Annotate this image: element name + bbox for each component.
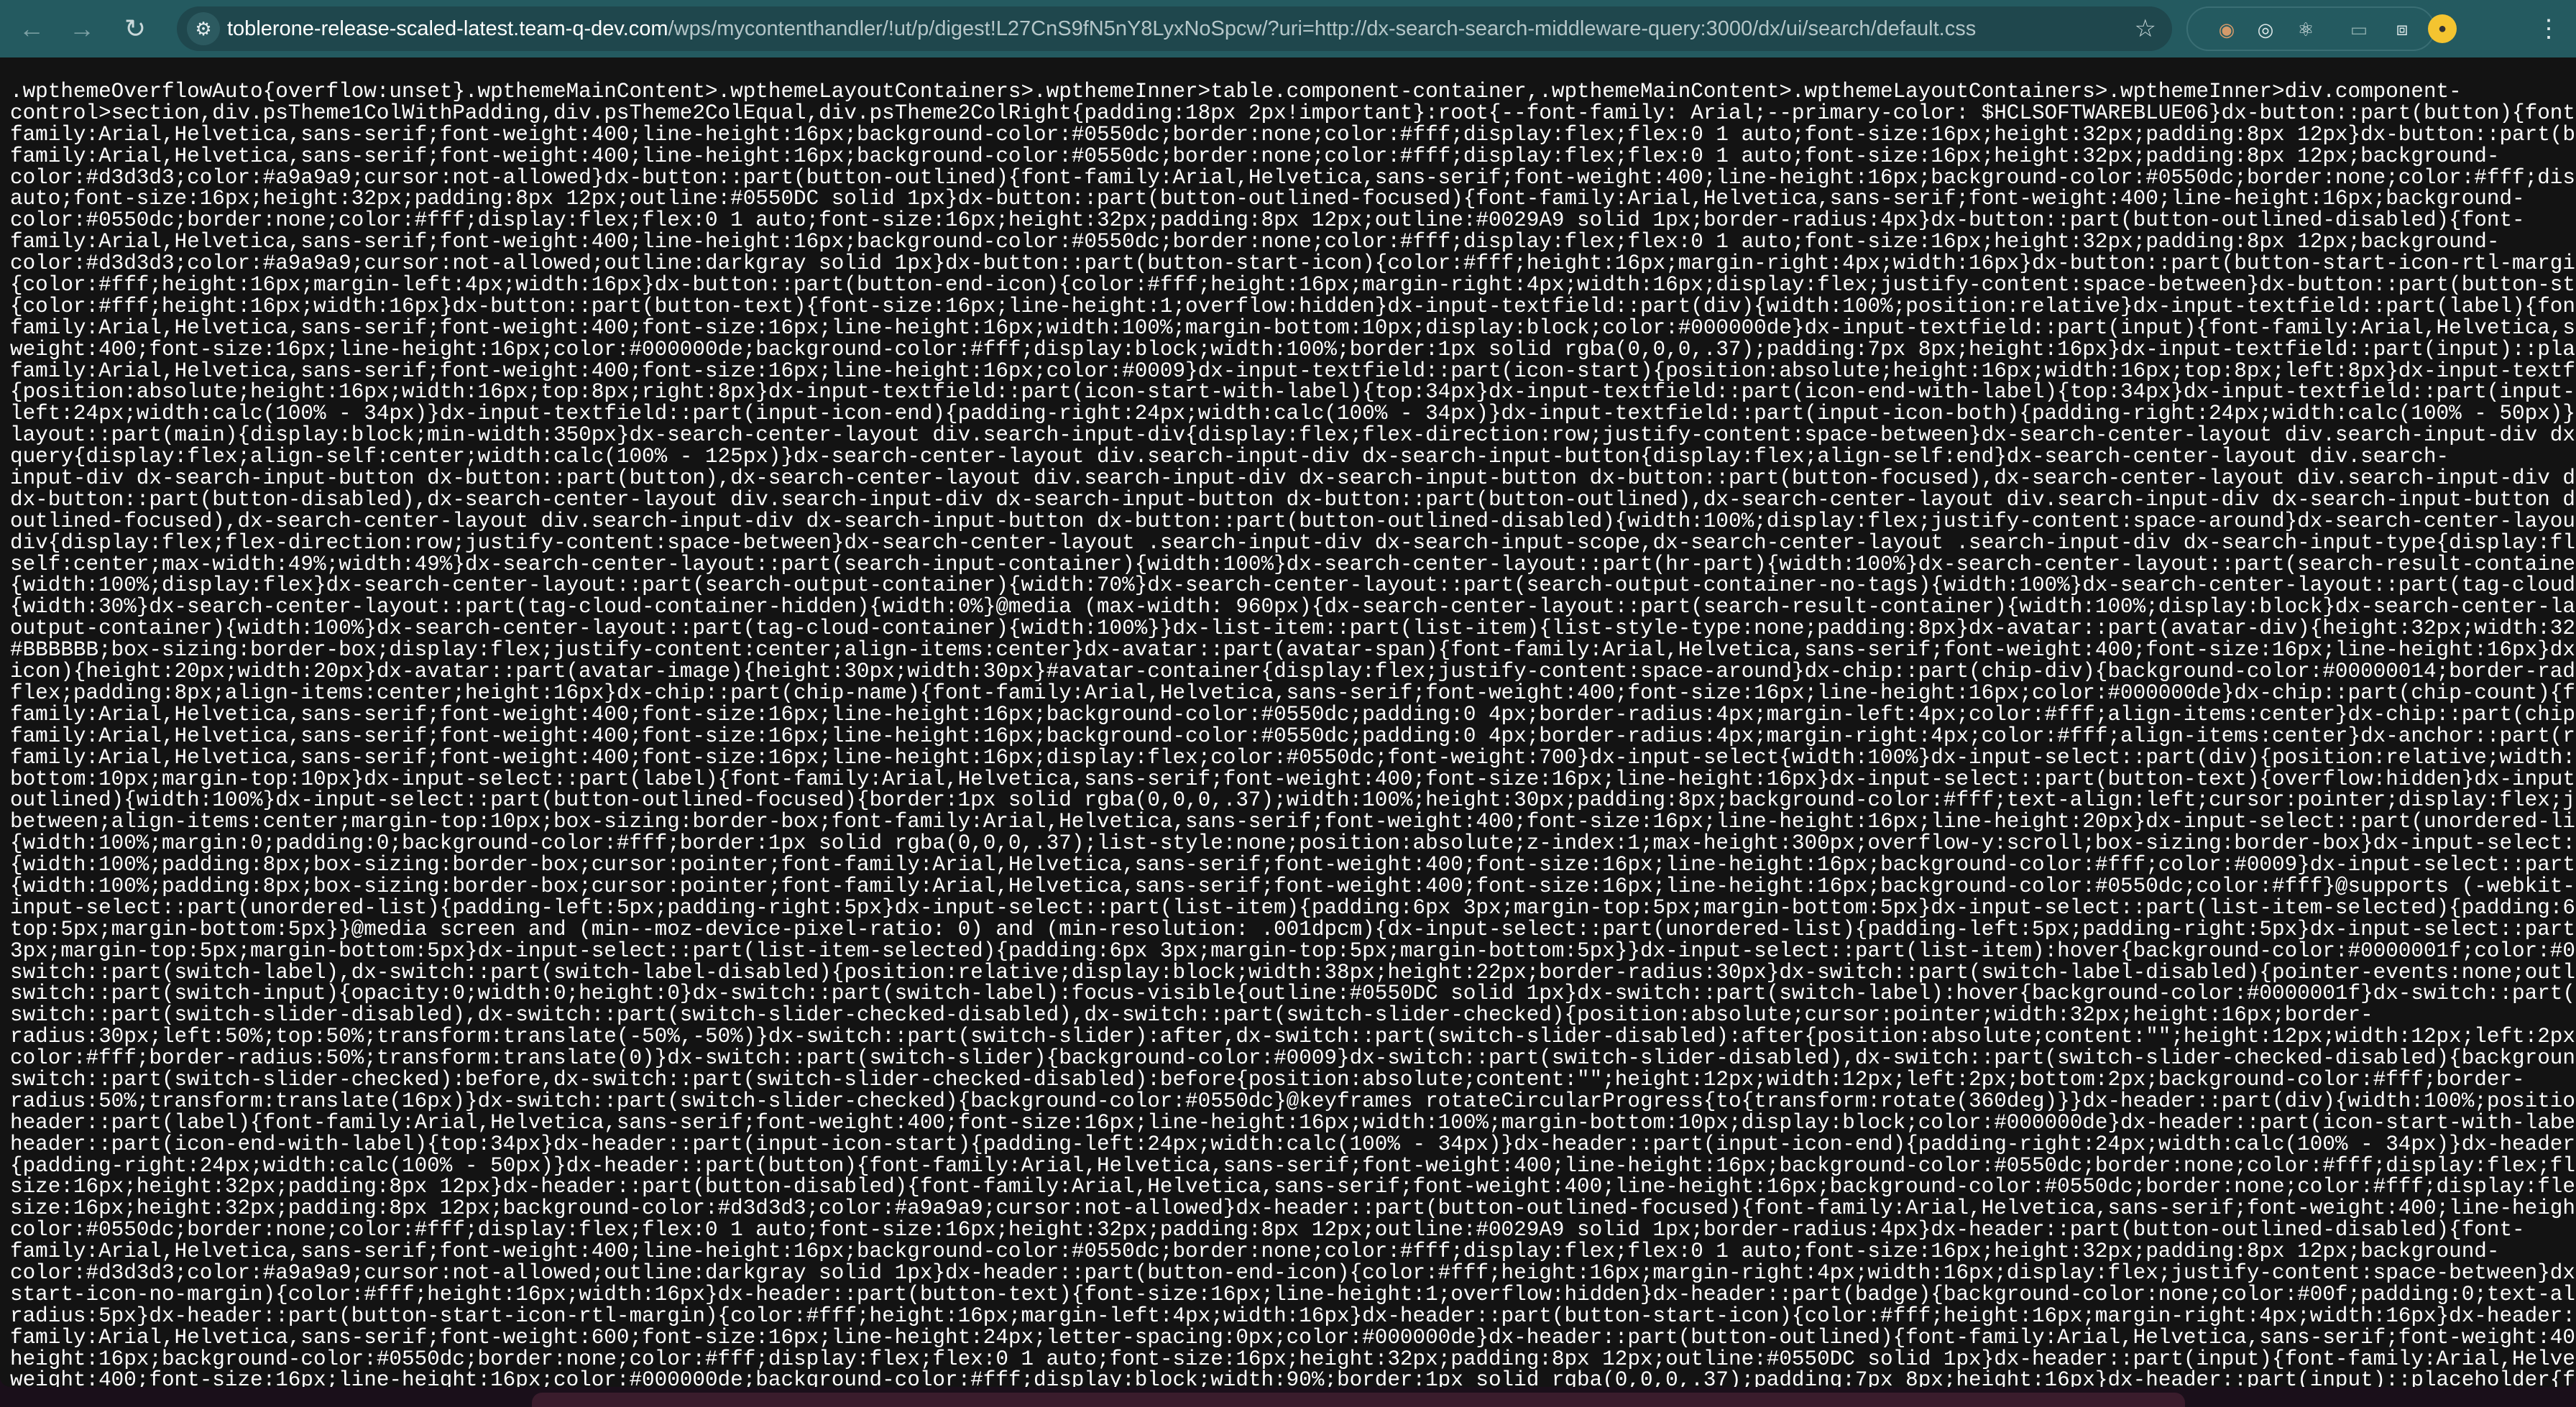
css-line: div{display:flex;flex-direction:row;just… [10, 530, 2576, 555]
css-line: family:Arial,Helvetica,sans-serif;font-w… [10, 1240, 2500, 1264]
css-line: header::part(label){font-family:Arial,He… [10, 1110, 2576, 1135]
url-path: /wps/mycontenthandler/!ut/p/digest!L27Cn… [668, 17, 1977, 40]
css-line: height:16px;background-color:#0550dc;bor… [10, 1347, 2576, 1371]
bookmark-star-icon[interactable]: ☆ [2134, 15, 2156, 42]
url-text[interactable]: toblerone-release-scaled-latest.team-q-d… [227, 6, 1976, 51]
site-info-icon[interactable]: ⚙ [187, 12, 220, 45]
back-arrow-icon[interactable]: ← [19, 14, 45, 43]
css-line: family:Arial,Helvetica,sans-serif;font-w… [10, 359, 2576, 383]
css-line: header::part(icon-end-with-label){top:34… [10, 1132, 2576, 1156]
css-line: start-icon-no-margin){color:#fff;height:… [10, 1282, 2576, 1306]
page-content: .wpthemeOverflowAuto{overflow:unset}.wpt… [0, 57, 2576, 1387]
extension-target-icon[interactable]: ◎ [2257, 18, 2274, 40]
forward-arrow-icon[interactable]: → [69, 14, 95, 43]
css-line: {color:#fff;height:16px;margin-left:4px;… [10, 273, 2576, 297]
css-line: {padding-right:24px;width:calc(100% - 50… [10, 1153, 2576, 1178]
css-line: dx-button::part(button-disabled),dx-sear… [10, 487, 2576, 512]
css-line: color:#fff;border-radius:50%;transform:t… [10, 1046, 2576, 1071]
extension-glasses-icon[interactable]: ◉ [2218, 18, 2235, 40]
css-line: switch::part(switch-label),dx-switch::pa… [10, 960, 2576, 984]
browser-toolbar: ← → ↻ ⚙ toblerone-release-scaled-latest.… [0, 0, 2576, 57]
reload-icon[interactable]: ↻ [124, 14, 147, 43]
extension-screen-icon[interactable]: ▭ [2350, 18, 2368, 40]
css-line: {position:absolute;height:16px;width:16p… [10, 380, 2576, 405]
css-line: color:#0550dc;border:none;color:#fff;dis… [10, 1218, 2525, 1242]
css-line: radius:5px}dx-header::part(button-start-… [10, 1304, 2576, 1328]
css-line: color:#d3d3d3;color:#a9a9a9;cursor:not-a… [10, 1260, 2576, 1285]
css-line: outlined-focused),dx-search-center-layou… [10, 509, 2576, 533]
css-line: .wpthemeOverflowAuto{overflow:unset}.wpt… [10, 80, 2462, 103]
css-line: #BBBBBB;box-sizing:border-box;display:fl… [10, 638, 2576, 663]
address-bar[interactable]: ⚙ toblerone-release-scaled-latest.team-q… [177, 6, 2172, 51]
css-line: color:#d3d3d3;color:#a9a9a9;cursor:not-a… [10, 165, 2576, 190]
extensions-puzzle-icon[interactable]: ⧈ [2396, 18, 2409, 40]
css-line: flex;padding:8px;align-items:center;heig… [10, 681, 2576, 705]
more-menu-icon[interactable]: ⋮ [2536, 15, 2561, 42]
css-line: control>section,div.psTheme1ColWithPaddi… [10, 101, 2576, 125]
css-line: color:#d3d3d3;color:#a9a9a9;cursor:not-a… [10, 252, 2576, 276]
css-line: {width:100%;display:flex}dx-search-cente… [10, 573, 2576, 598]
css-line: 3px;margin-top:5px;margin-bottom:5px}dx-… [10, 938, 2576, 963]
css-line: bottom:10px;margin-top:10px}dx-input-sel… [10, 767, 2576, 791]
css-line: {width:100%;margin:0;padding:0;backgroun… [10, 831, 2576, 856]
css-line: between;align-items:center;margin-top:10… [10, 810, 2576, 834]
css-line: query{display:flex;align-self:center;wid… [10, 445, 2450, 469]
profile-avatar[interactable]: ● [2428, 14, 2457, 43]
css-line: radius:50%;transform:translate(16px)}dx-… [10, 1089, 2576, 1113]
css-line: input-div dx-search-input-button dx-butt… [10, 466, 2576, 491]
css-line: family:Arial,Helvetica,sans-serif;font-w… [10, 315, 2576, 340]
css-line: color:#0550dc;border:none;color:#fff;dis… [10, 208, 2525, 233]
css-line: {color:#fff;height:16px;width:16px}dx-bu… [10, 294, 2576, 318]
extensions-area: ◉ ◎ ⚛ ▭ ⧈ [2186, 6, 2435, 51]
css-line: family:Arial,Helvetica,sans-serif;font-w… [10, 702, 2576, 726]
css-line: icon){height:20px;width:20px}dx-avatar::… [10, 660, 2576, 684]
css-line: family:Arial,Helvetica,sans-serif;font-w… [10, 1325, 2576, 1350]
css-line: layout::part(main){display:block;min-wid… [10, 423, 2576, 448]
css-line: input-select::part(unordered-list){paddi… [10, 895, 2576, 920]
css-line: left:24px;width:calc(100% - 34px)}dx-inp… [10, 402, 2576, 426]
css-line: radius:30px;left:50%;top:50%;transform:t… [10, 1025, 2576, 1049]
css-line: family:Arial,Helvetica,sans-serif;font-w… [10, 724, 2576, 748]
css-line: size:16px;height:32px;padding:8px 12px;b… [10, 1196, 2576, 1221]
extension-react-icon[interactable]: ⚛ [2297, 18, 2314, 40]
css-line: self:center;max-width:49%;width:49%}dx-s… [10, 552, 2576, 576]
css-line: top:5px;margin-bottom:5px}}@media screen… [10, 917, 2576, 941]
css-line: size:16px;height:32px;padding:8px 12px}d… [10, 1175, 2576, 1199]
css-line: {width:30%}dx-search-center-layout::part… [10, 595, 2576, 619]
css-line: weight:400;font-size:16px;line-height:16… [10, 337, 2576, 361]
css-line: switch::part(switch-slider-disabled),dx-… [10, 1003, 2373, 1028]
css-line: family:Arial,Helvetica,sans-serif;font-w… [10, 122, 2576, 147]
css-line: switch::part(switch-input){opacity:0;wid… [10, 982, 2576, 1006]
css-source-text: .wpthemeOverflowAuto{overflow:unset}.wpt… [10, 81, 2576, 1387]
os-dock [532, 1393, 2185, 1407]
css-line: auto;font-size:16px;height:32px;padding:… [10, 187, 2525, 211]
css-line: family:Arial,Helvetica,sans-serif;font-w… [10, 144, 2500, 168]
css-line: family:Arial,Helvetica,sans-serif;font-w… [10, 745, 2576, 770]
css-line: {width:100%;padding:8px;box-sizing:borde… [10, 853, 2576, 877]
css-line: outlined){width:100%}dx-input-select::pa… [10, 788, 2576, 813]
css-line: switch::part(switch-slider-checked):befo… [10, 1067, 2525, 1092]
url-host: toblerone-release-scaled-latest.team-q-d… [227, 17, 668, 40]
css-line: output-container){width:100%}dx-search-c… [10, 617, 2576, 641]
css-line: weight:400;font-size:16px;line-height:16… [10, 1368, 2576, 1387]
css-line: family:Arial,Helvetica,sans-serif;font-w… [10, 230, 2500, 254]
css-line: {width:100%;padding:8px;box-sizing:borde… [10, 874, 2576, 898]
